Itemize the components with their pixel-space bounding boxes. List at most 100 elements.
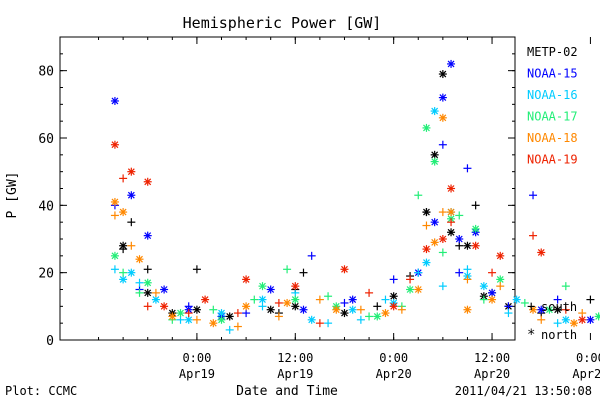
data-point-south [463,164,472,173]
data-point-south [110,265,119,274]
data-point-north [266,285,275,294]
data-point-north [119,241,128,250]
data-point-south [537,315,546,324]
data-point-north [332,305,341,314]
data-point-south [479,295,488,304]
data-point-south [242,309,251,318]
x-axis-label: Date and Time [236,384,338,399]
data-point-south [406,275,415,284]
y-tick-label: 80 [38,65,54,80]
data-point-south [438,140,447,149]
data-point-south [192,315,201,324]
data-point-south [529,191,538,200]
legend: METP-02 NOAA-15 NOAA-16 NOAA-17 NOAA-18 NOAA-… [527,45,578,167]
data-point-south [143,265,152,274]
data-point-south [233,309,242,318]
y-axis-label: P [GW] [5,172,20,219]
data-point-north [348,295,357,304]
data-point-north [209,319,218,328]
x-tick-date: Apr20 [376,367,412,381]
x-tick-time: 12:00 [277,351,313,365]
data-point-north [184,315,193,324]
data-point-south [529,231,538,240]
data-point-north [291,282,300,291]
x-tick-time: 0:00 [379,351,408,365]
data-point-north [127,268,136,277]
data-point-south [496,282,505,291]
x-tick-date: Apr20 [474,367,510,381]
data-point-north [201,295,210,304]
data-point-south [110,211,119,220]
data-point-north [512,295,521,304]
data-point-north [537,305,546,314]
data-point-south [315,319,324,328]
data-point-south [340,298,349,307]
plot-frame [59,36,516,341]
data-point-north [258,282,267,291]
x-tick-time: 12:00 [474,351,510,365]
data-point-south [119,268,128,277]
data-point-north [447,208,456,217]
legend-entry: NOAA-19 [527,153,578,167]
data-point-north [143,231,152,240]
plot-timestamp: 2011/04/21 13:50:08 [455,384,592,398]
plot-area [59,36,516,341]
data-point-north [389,292,398,301]
data-point-south [504,302,513,311]
data-point-south [561,282,570,291]
data-point-north [381,309,390,318]
plot-source-label: Plot: CCMC [5,384,77,398]
data-point-north [110,96,119,105]
data-point-south [283,265,292,274]
data-point-north [291,302,300,311]
data-point-south [258,302,267,311]
data-point-south [151,288,160,297]
data-point-south [315,295,324,304]
data-point-north [594,312,600,321]
data-point-south [274,312,283,321]
data-point-north [438,70,447,79]
marker-label: south [541,300,577,314]
y-tick-label: 20 [38,267,54,282]
data-point-north [561,315,570,324]
data-point-north [455,235,464,243]
data-point-south [119,174,128,183]
data-point-north [570,319,579,328]
data-point-south [447,218,456,227]
data-point-north [447,228,456,237]
y-tick-label: 0 [46,334,54,349]
data-point-south [463,265,472,274]
marker-legend-entry: * north [527,327,577,343]
data-point-north [151,295,160,304]
data-point-south [438,248,447,257]
y-axis: 0 20 40 60 80 [38,36,515,349]
data-point-north [430,107,439,116]
x-tick-date: Apr19 [179,367,215,381]
data-point-south [381,295,390,304]
data-point-north [143,177,152,186]
data-point-north [496,251,505,260]
data-point-south [324,292,333,301]
data-point-south [553,295,562,304]
data-point-south [373,302,382,311]
marker-legend: + south * north [527,299,577,343]
data-point-south [422,221,431,230]
data-point-south [586,295,595,304]
data-point-north [110,140,119,149]
data-point-north [545,305,554,314]
data-point-north [447,59,456,68]
x-tick-time: 0:00 [182,351,211,365]
data-point-north [217,309,226,318]
data-point-north [299,305,308,314]
data-point-south [233,322,242,331]
data-point-south [135,278,144,287]
data-point-south [299,268,308,277]
data-point-north [242,302,251,311]
data-point-south [184,309,193,318]
data-point-south [414,268,423,277]
data-point-south [225,325,234,334]
data-point-north [463,241,472,250]
data-point-north [307,315,316,324]
data-point-north [127,191,136,200]
data-point-south [365,288,374,297]
